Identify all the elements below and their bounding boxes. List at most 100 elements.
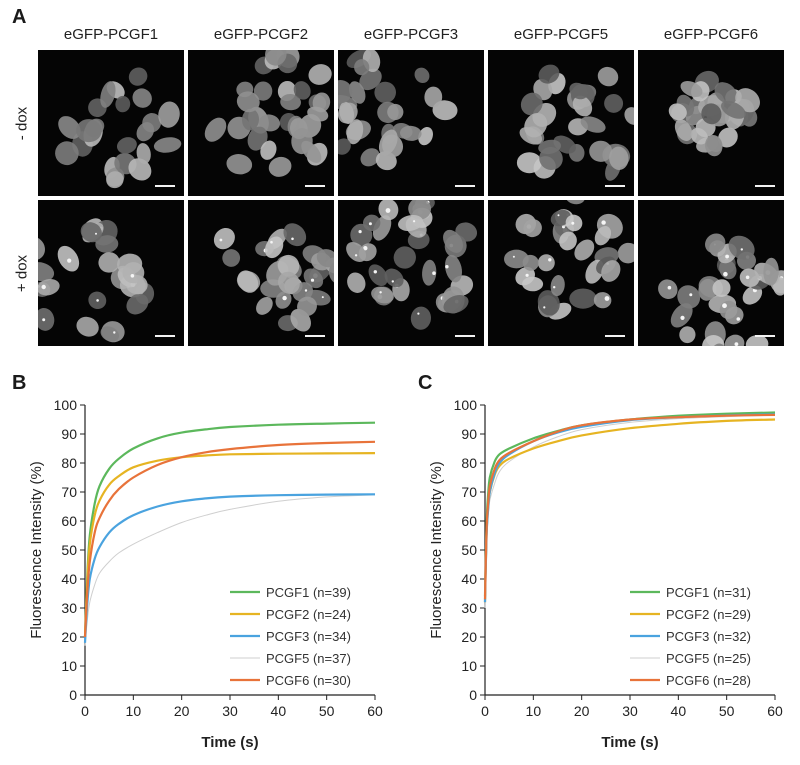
nucleus	[132, 88, 152, 108]
nucleus	[604, 93, 624, 113]
chart-b-x-tick-label: 20	[174, 703, 190, 719]
nucleus	[264, 236, 284, 259]
nucleus	[763, 257, 779, 286]
micrograph-egfp-pcgf1-minus-dox	[38, 50, 184, 196]
scale-bar	[755, 185, 775, 187]
micrograph-egfp-pcgf2-plus-dox	[188, 200, 334, 346]
scale-bar	[605, 335, 625, 337]
nucleus	[253, 81, 273, 101]
chart-c-series-line-1	[483, 411, 776, 597]
nucleus	[258, 114, 281, 132]
nuclear-focus	[368, 222, 372, 226]
nuclear-focus	[391, 280, 394, 283]
nucleus	[241, 108, 260, 131]
nucleus	[674, 119, 693, 141]
chart-c-y-tick-label: 30	[461, 600, 477, 616]
nucleus	[38, 278, 60, 296]
nuclear-focus	[95, 232, 97, 235]
nucleus	[338, 138, 351, 155]
nucleus	[705, 233, 726, 254]
column-title-pcgf3: eGFP-PCGF3	[363, 26, 459, 43]
row-label-plus-dox: + dox	[13, 254, 31, 293]
scale-bar	[755, 335, 775, 337]
micrograph-egfp-pcgf6-minus-dox	[638, 50, 784, 196]
nucleus	[122, 262, 145, 284]
nucleus	[268, 156, 292, 177]
chart-b-series-line-4	[84, 494, 376, 646]
nuclear-focus	[432, 271, 436, 275]
nuclear-focus	[41, 284, 46, 290]
chart-b-legend-label-4: PCGF5 (n=37)	[266, 651, 351, 666]
chart-c-y-tick-label: 80	[461, 455, 477, 471]
nucleus	[100, 326, 120, 342]
chart-c-legend-label-3: PCGF3 (n=32)	[666, 629, 751, 644]
nuclear-focus	[96, 299, 99, 302]
nuclear-focus	[525, 273, 529, 277]
chart-c-x-axis-label: Time (s)	[601, 734, 658, 751]
nucleus	[80, 222, 102, 243]
chart-b-series-line-1	[83, 421, 376, 638]
chart-b-y-tick-label: 90	[61, 426, 77, 442]
nucleus	[58, 116, 81, 139]
nucleus	[522, 276, 544, 292]
nucleus	[126, 293, 149, 315]
nucleus	[277, 254, 300, 277]
nucleus	[712, 279, 731, 297]
nuclear-focus	[379, 291, 382, 294]
nucleus	[424, 86, 443, 108]
nucleus	[398, 214, 424, 232]
chart-c-y-tick-label: 60	[461, 513, 477, 529]
chart-b-y-tick-label: 0	[69, 687, 77, 703]
nucleus	[574, 239, 595, 261]
nuclear-focus	[734, 342, 739, 346]
nuclear-focus	[67, 258, 72, 263]
nucleus	[128, 158, 152, 181]
nuclear-focus	[363, 246, 368, 251]
column-title-pcgf5: eGFP-PCGF5	[513, 26, 609, 43]
nucleus	[705, 134, 723, 157]
nucleus	[609, 146, 629, 170]
nuclear-focus	[722, 303, 727, 309]
chart-b-y-axis-label: Fluorescence Intensity (%)	[28, 461, 45, 639]
nucleus	[550, 275, 565, 297]
nucleus	[260, 140, 277, 160]
nucleus	[593, 292, 612, 309]
micrograph-egfp-pcgf2-minus-dox	[188, 50, 334, 196]
nuclear-focus	[282, 295, 287, 301]
micrograph-egfp-pcgf3-plus-dox	[338, 200, 484, 346]
nucleus	[98, 252, 120, 273]
chart-c-y-tick-label: 40	[461, 571, 477, 587]
nuclear-focus	[723, 271, 728, 277]
nucleus	[400, 125, 422, 141]
nucleus	[291, 128, 313, 155]
nucleus	[55, 141, 79, 166]
chart-c-y-tick-label: 100	[454, 397, 478, 413]
nuclear-focus	[304, 289, 308, 292]
nucleus	[617, 242, 634, 264]
chart-c-x-tick-label: 30	[622, 703, 638, 719]
nuclear-focus	[413, 220, 416, 223]
nuclear-focus	[543, 306, 546, 309]
nucleus	[85, 118, 105, 137]
nuclear-focus	[354, 254, 358, 257]
chart-b-y-tick-label: 60	[61, 513, 77, 529]
nuclear-focus	[667, 285, 672, 290]
nucleus	[739, 268, 760, 288]
nucleus	[559, 231, 577, 251]
chart-b-x-tick-label: 30	[222, 703, 238, 719]
nucleus	[338, 80, 353, 104]
nucleus	[538, 64, 560, 84]
nucleus	[106, 171, 124, 189]
nucleus	[371, 286, 394, 304]
column-title-pcgf1: eGFP-PCGF1	[63, 26, 159, 43]
nucleus	[572, 95, 593, 117]
nucleus	[720, 100, 746, 119]
nuclear-focus	[417, 312, 420, 315]
nucleus	[378, 129, 398, 156]
chart-c-y-tick-label: 20	[461, 629, 477, 645]
panel-letter-c: C	[418, 372, 433, 394]
scale-bar	[455, 335, 475, 337]
chart-c-x-tick-label: 10	[526, 703, 542, 719]
nucleus	[698, 278, 717, 301]
nuclear-focus	[725, 254, 729, 259]
